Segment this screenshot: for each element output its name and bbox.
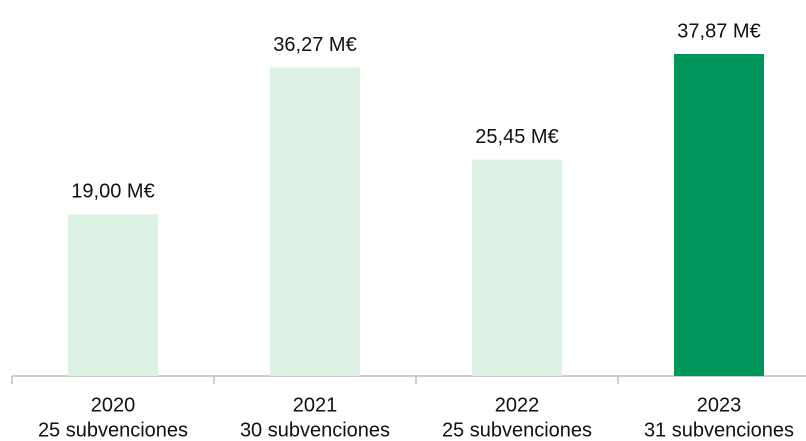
x-tick-sublabel: 30 subvenciones: [240, 419, 390, 441]
bar: [68, 214, 158, 376]
x-tick-sublabel: 25 subvenciones: [38, 419, 188, 441]
x-tick-label: 2022: [495, 394, 540, 416]
x-tick-sublabel: 31 subvenciones: [644, 419, 794, 441]
bar: [270, 67, 360, 377]
value-label: 37,87 M€: [677, 20, 760, 42]
x-tick-label: 2020: [91, 394, 136, 416]
bar: [472, 159, 562, 376]
x-tick-label: 2021: [293, 394, 338, 416]
bar: [674, 54, 764, 376]
value-label: 19,00 M€: [71, 181, 154, 203]
x-tick-label: 2023: [697, 394, 742, 416]
x-tick-sublabel: 25 subvenciones: [442, 419, 592, 441]
value-label: 25,45 M€: [475, 126, 558, 148]
value-label: 36,27 M€: [273, 34, 356, 56]
